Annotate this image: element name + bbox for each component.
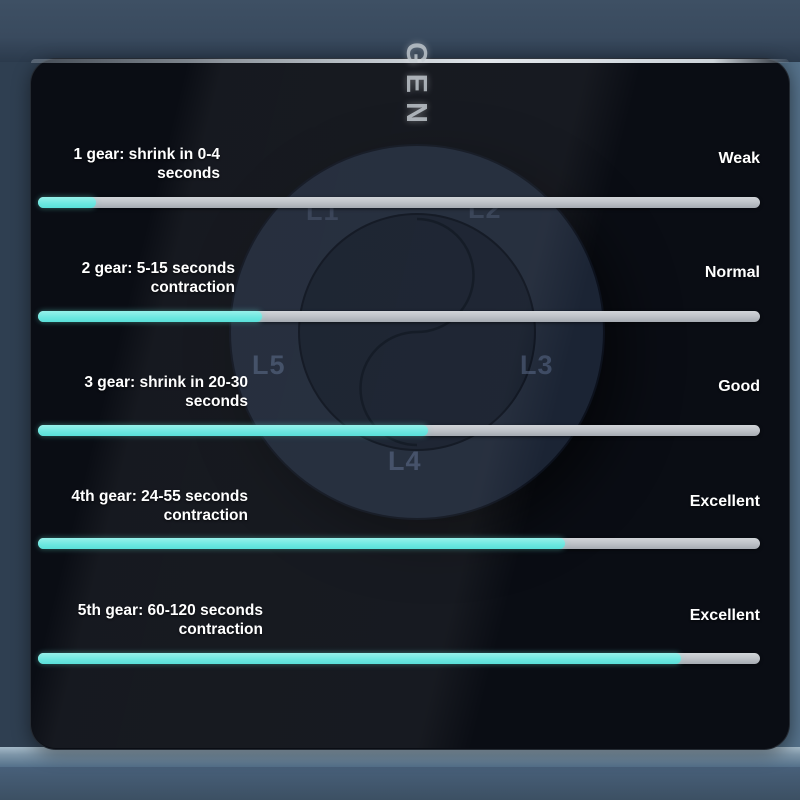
dial-label-l3: L3 xyxy=(520,350,554,380)
gear4-progress-fill xyxy=(38,538,566,549)
gear4-label-line2: contraction xyxy=(163,506,248,524)
device-dial-center xyxy=(298,213,536,451)
gear2-label: 2 gear: 5-15 seconds contraction xyxy=(40,260,235,297)
gear1-rating: Weak xyxy=(718,150,760,167)
dial-label-l5: L5 xyxy=(252,350,286,380)
gear4-label: 4th gear: 24-55 seconds contraction xyxy=(40,488,248,525)
backdrop-bottom-band xyxy=(0,767,800,800)
gear3-label-line2: seconds xyxy=(185,392,248,410)
gear4-rating: Excellent xyxy=(689,493,760,510)
gear5-rating: Excellent xyxy=(689,607,760,624)
panel-top-highlight xyxy=(31,59,789,63)
gear3-label-line1: 3 gear: shrink in 20-30 xyxy=(84,374,248,391)
gear3-progress-track xyxy=(38,425,760,436)
gear2-progress-fill xyxy=(38,311,262,322)
gear3-label: 3 gear: shrink in 20-30 seconds xyxy=(40,374,248,411)
gear1-label-line1: 1 gear: shrink in 0-4 xyxy=(73,146,220,163)
brand-vertical-text: GEN xyxy=(400,42,432,132)
dial-label-l4: L4 xyxy=(388,446,422,476)
gear5-progress-fill xyxy=(38,653,681,664)
gear3-progress-fill xyxy=(38,425,428,436)
gear1-progress-track xyxy=(38,197,760,208)
yin-yang-curve xyxy=(359,217,475,447)
gear1-label-line2: seconds xyxy=(157,164,220,182)
gear1-progress-fill xyxy=(38,197,96,208)
gear2-label-line1: 2 gear: 5-15 seconds xyxy=(81,260,235,277)
gear5-label-line2: contraction xyxy=(178,620,263,638)
gear3-rating: Good xyxy=(718,378,760,395)
gear5-label: 5th gear: 60-120 seconds contraction xyxy=(40,602,263,639)
gear2-rating: Normal xyxy=(704,264,760,281)
gear4-progress-track xyxy=(38,538,760,549)
gear5-progress-track xyxy=(38,653,760,664)
backdrop-top-band xyxy=(0,0,800,62)
gear4-label-line1: 4th gear: 24-55 seconds xyxy=(71,488,248,505)
gear1-label: 1 gear: shrink in 0-4 seconds xyxy=(40,146,220,183)
backdrop-bottom-highlight xyxy=(0,747,800,767)
gear2-progress-track xyxy=(38,311,760,322)
gear2-label-line2: contraction xyxy=(150,278,235,296)
gear5-label-line1: 5th gear: 60-120 seconds xyxy=(77,602,263,619)
